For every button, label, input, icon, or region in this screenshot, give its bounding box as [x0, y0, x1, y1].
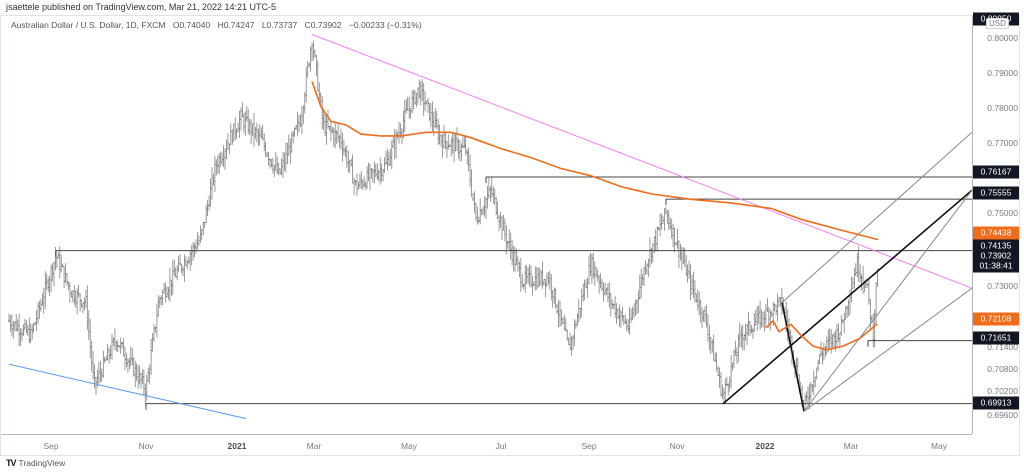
price-level-tag: 0.76167 [973, 165, 1019, 179]
price-level-tag: 0.69913 [973, 396, 1019, 410]
trendline-fan-2 [803, 287, 972, 412]
tradingview-logo-icon: TV [6, 458, 16, 468]
price-tick: 0.75000 [987, 208, 1018, 218]
currency-badge: USD [986, 18, 1009, 29]
trendline-descending-resistance [311, 33, 972, 289]
current-price: 0.74135 [980, 240, 1012, 251]
time-tick: 2021 [227, 441, 247, 451]
open-value: O0.74040 [172, 20, 211, 30]
current-price-tag: 0.74135 0.73902 01:38:41 [973, 239, 1019, 273]
price-axis[interactable]: 0.80000 0.79000 0.78000 0.77000 0.75000 0.730… [972, 12, 1021, 434]
price-tick: 0.70200 [987, 386, 1018, 396]
symbol-title: Australian Dollar / U.S. Dollar, 1D, FXC… [11, 20, 166, 30]
time-tick: Mar [843, 441, 859, 451]
time-tick: Sep [43, 441, 59, 451]
price-tick: 0.70800 [987, 364, 1018, 374]
time-tick: Nov [138, 441, 154, 451]
time-tick: Sep [581, 441, 597, 451]
ohlc-bars [8, 40, 879, 412]
price-level-tag: 0.75555 [973, 186, 1019, 200]
price-level-tag: 0.71651 [973, 331, 1019, 345]
price-tick: 0.80000 [987, 33, 1018, 43]
trendline-long-term-support [8, 363, 247, 420]
price-tick: 0.79000 [987, 68, 1018, 78]
price-tick: 0.71400 [987, 342, 1018, 352]
publish-line: jsaettele published on TradingView.com, … [6, 2, 276, 12]
time-tick: Mar [306, 441, 322, 451]
trendline-fan-1 [803, 189, 972, 412]
moving-average-200-line [311, 81, 879, 241]
price-level-tag: 0.72108 [973, 312, 1019, 326]
trendline-channel-top [781, 131, 972, 303]
trendline-drop-leg [781, 302, 805, 412]
footer: TV TradingView [6, 458, 65, 468]
current-close: 0.73902 [980, 250, 1012, 261]
price-plot[interactable] [1, 16, 972, 434]
time-tick: May [400, 441, 418, 451]
time-tick: 2022 [755, 441, 775, 451]
change-value: −0.00233 (−0.31%) [348, 20, 422, 30]
price-tick: 0.77000 [987, 138, 1018, 148]
time-tick: May [930, 441, 948, 451]
time-axis[interactable]: Sep Nov 2021 Mar May Jul Sep Nov 2022 Mar May [1, 434, 972, 457]
trendline-channel-base [722, 189, 972, 405]
close-value: C0.73902 [304, 20, 342, 30]
price-tick: 0.69600 [987, 410, 1018, 420]
price-level-tag: 0.74438 [973, 226, 1019, 240]
price-tick: 0.73000 [987, 281, 1018, 291]
brand-name: TradingView [18, 458, 66, 468]
chart-legend: Australian Dollar / U.S. Dollar, 1D, FXC… [11, 20, 427, 30]
high-value: H0.74247 [217, 20, 255, 30]
current-countdown: 01:38:41 [979, 260, 1013, 271]
price-tick: 0.78000 [987, 103, 1018, 113]
chart-frame[interactable]: Australian Dollar / U.S. Dollar, 1D, FXC… [0, 12, 1021, 457]
time-tick: Jul [495, 441, 507, 451]
time-tick: Nov [669, 441, 685, 451]
moving-average-short-line [765, 319, 878, 351]
low-value: L0.73737 [261, 20, 298, 30]
